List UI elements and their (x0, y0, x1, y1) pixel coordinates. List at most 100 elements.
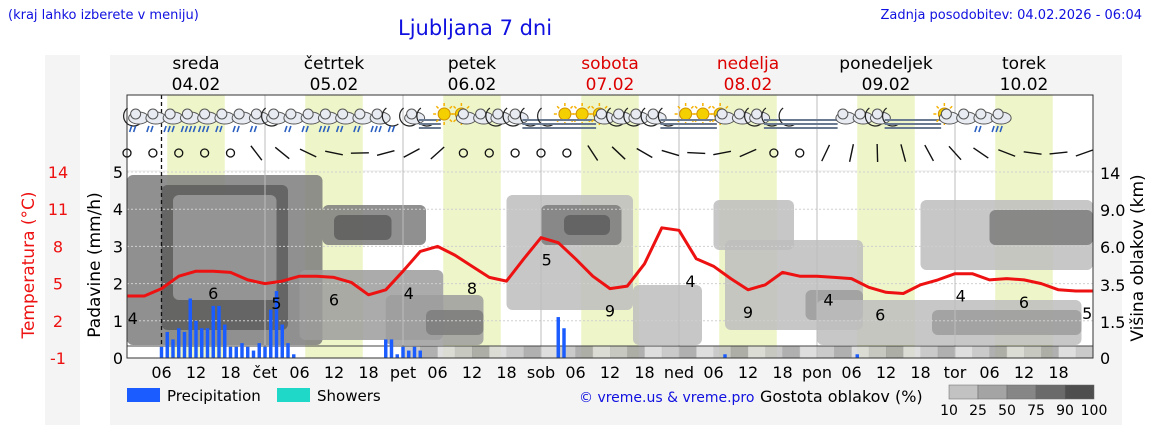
density-swatch (1006, 384, 1037, 400)
low-cloud-cell (834, 346, 852, 358)
cloud-puff (285, 108, 297, 120)
cloud-puff (992, 108, 1004, 120)
hour-tick: 12 (186, 363, 206, 382)
page-title: Ljubljana 7 dni (398, 16, 553, 40)
cloud-height-tick: 14 (1100, 164, 1120, 183)
density-swatch (948, 384, 979, 400)
rain-drop (205, 125, 210, 133)
rain-drop (201, 125, 206, 133)
sun-ray (435, 105, 439, 109)
day-short-tick: pon (802, 363, 832, 382)
temperature-tick: 8 (53, 237, 63, 256)
wind-calm-icon (199, 148, 210, 158)
wind-barb-icon (739, 148, 757, 158)
rain-drop (167, 125, 171, 133)
cloud-layer (173, 195, 277, 300)
temperature-label: 4 (823, 290, 833, 309)
temperature-tick: 14 (48, 163, 68, 182)
sun-ray (936, 119, 940, 123)
hour-tick: 12 (600, 363, 620, 382)
last-updated: Zadnja posodobitev: 04.02.2026 - 06:04 (880, 8, 1142, 23)
density-level-label: 10 (940, 403, 958, 419)
sun-fog-icon (571, 103, 597, 129)
cloud-puff (871, 108, 883, 120)
precipitation-bar (401, 346, 405, 358)
cloud-density-legend-label: Gostota oblakov (%) (760, 387, 923, 406)
night-drizzle-icon (381, 107, 399, 133)
wind-barb-icon (713, 150, 732, 156)
low-cloud-cell (989, 346, 1008, 358)
temperature-label: 4 (404, 284, 414, 303)
sun-ray (587, 105, 591, 109)
cloud-drizzle-icon (283, 108, 305, 133)
cloud-puff (975, 108, 987, 120)
temperature-label: 9 (605, 302, 615, 321)
precipitation-legend-label: Precipitation (167, 387, 261, 405)
cloud-layer (564, 215, 610, 235)
sun-ray (449, 105, 453, 109)
density-swatch (977, 384, 1008, 400)
rain-drop (171, 125, 175, 133)
low-cloud-cell (472, 346, 490, 358)
rain-drop (184, 125, 189, 133)
cloud-puff (716, 108, 728, 120)
precipitation-bar (200, 328, 204, 358)
temperature-label: 6 (329, 290, 339, 309)
wind-barb-icon (900, 144, 907, 162)
rain-drop (197, 125, 202, 133)
precipitation-swatch (127, 388, 160, 402)
rain-drop (991, 125, 995, 133)
sun-ray (556, 105, 560, 109)
cloud-puff (354, 108, 366, 120)
rain-drop (370, 125, 374, 133)
rain-drop (219, 125, 223, 133)
region-hint[interactable]: (kraj lahko izberete v meniju) (8, 8, 199, 23)
cloud-puff (302, 108, 314, 120)
temperature-tick: 11 (48, 200, 68, 219)
rain-drop (253, 125, 258, 133)
hour-tick: 06 (979, 363, 999, 382)
rain-drop (150, 125, 154, 133)
hour-tick: 18 (772, 363, 792, 382)
density-level-label: 90 (1056, 403, 1074, 419)
cloud-puff (647, 108, 659, 120)
wind-barb-icon (325, 150, 343, 156)
rain-drop (995, 125, 999, 133)
temperature-line (127, 226, 1093, 298)
cloud-puff (216, 108, 228, 120)
sun-ray (711, 119, 715, 123)
sun-icon (433, 103, 456, 125)
day-short-tick: sob (527, 363, 555, 382)
sun-ray (936, 105, 940, 109)
density-swatch (1064, 384, 1095, 400)
rain-drop (188, 125, 193, 133)
cloud-rain-icon (990, 108, 1012, 133)
day-short-tick: ned (664, 363, 694, 382)
rain-drop (132, 125, 137, 133)
hour-tick: 12 (462, 363, 482, 382)
day-name: sobota (581, 54, 639, 74)
cloud-icon (835, 108, 857, 125)
copyright: © vreme.us & vreme.pro (579, 390, 754, 406)
low-cloud-cell (782, 346, 801, 358)
temperature-tick: 5 (53, 275, 63, 294)
sun-ray (677, 105, 681, 109)
temperature-label: 5 (542, 251, 552, 270)
cloud-puff (630, 108, 642, 120)
wind-calm-icon (795, 148, 805, 158)
day-date: 07.02 (586, 75, 635, 95)
cloud-puff (733, 108, 745, 120)
hour-tick: 12 (876, 363, 896, 382)
wind-calm-icon (562, 148, 572, 158)
low-cloud-cell (437, 346, 456, 358)
cloud-puff (250, 108, 262, 120)
wind-barb-icon (821, 144, 831, 162)
cloud-rain-icon (197, 108, 219, 133)
precipitation-bar (257, 343, 261, 358)
precipitation-bar (246, 346, 250, 358)
cloud-rain-icon (317, 108, 339, 133)
cloud-puff (371, 108, 383, 120)
wind-barb-icon (636, 147, 653, 159)
cloud-layer (932, 310, 1082, 335)
precipitation-bar (412, 346, 417, 358)
